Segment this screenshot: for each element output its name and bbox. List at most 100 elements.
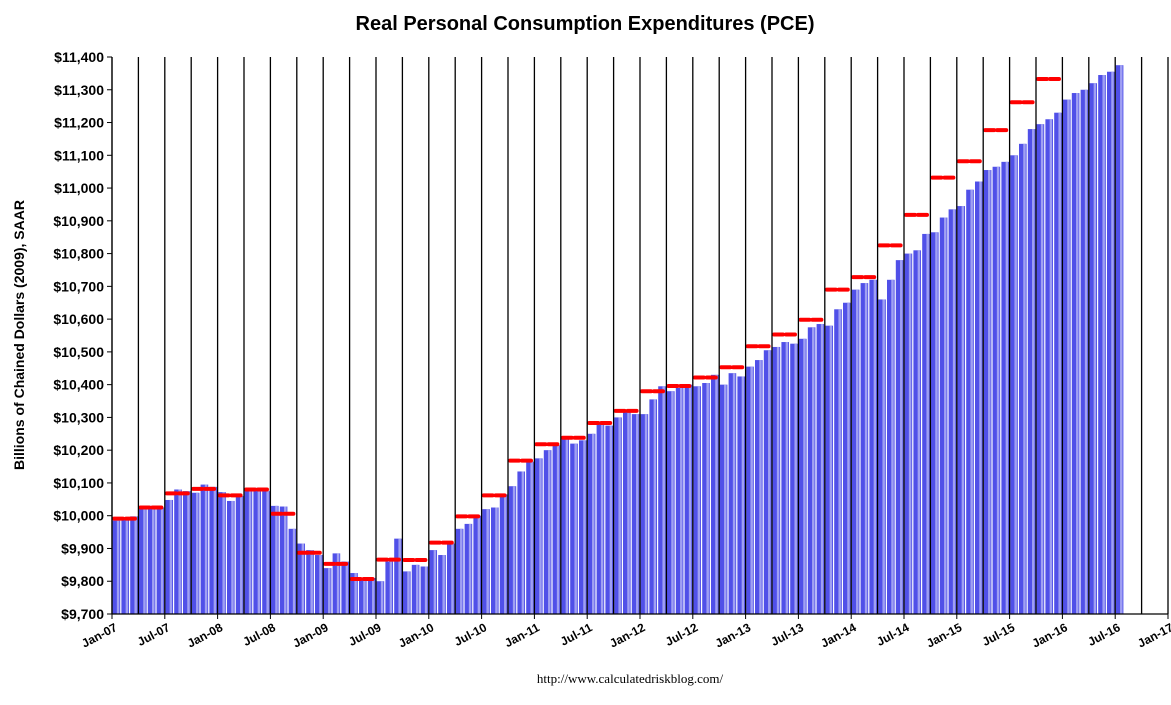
bar: [799, 338, 807, 614]
y-tick-label: $10,600: [53, 311, 104, 327]
bar: [667, 391, 675, 614]
bar-highlight: [213, 486, 217, 614]
bar: [675, 387, 684, 614]
y-tick-label: $11,300: [54, 82, 104, 98]
bar-highlight: [460, 528, 463, 614]
bar-highlight: [187, 491, 190, 614]
y-tick-label: $10,700: [53, 278, 104, 294]
bar: [526, 461, 534, 614]
bar: [860, 283, 869, 614]
bar: [473, 515, 481, 614]
bar: [693, 386, 701, 614]
bar-highlight: [407, 571, 410, 614]
bar: [147, 505, 156, 614]
bar: [737, 376, 745, 614]
bar: [262, 491, 270, 614]
bar: [139, 507, 147, 614]
bar: [869, 279, 877, 614]
bar: [1027, 129, 1036, 615]
bar-highlight: [310, 550, 313, 614]
bar-highlight: [732, 373, 736, 614]
bar: [878, 299, 886, 614]
bar-highlight: [838, 309, 841, 614]
bar-highlight: [988, 170, 991, 614]
bar-highlight: [1067, 99, 1070, 614]
bar-highlight: [231, 500, 234, 614]
bar-highlight: [970, 189, 973, 614]
y-axis-label: Billions of Chained Dollars (2009), SAAR: [11, 200, 27, 470]
bar-highlight: [116, 520, 120, 614]
bar-highlight: [319, 555, 322, 614]
bar-highlight: [820, 324, 824, 614]
bar-highlight: [468, 523, 472, 614]
bar: [1071, 93, 1080, 614]
bar-highlight: [627, 410, 630, 614]
bar-highlight: [908, 253, 912, 614]
bar-highlight: [618, 417, 621, 614]
bar-highlight: [671, 391, 674, 614]
bar-highlight: [160, 507, 164, 614]
bar: [447, 543, 455, 614]
bar: [579, 440, 587, 614]
bar: [1019, 143, 1027, 614]
bar: [631, 414, 640, 614]
bar: [367, 577, 376, 614]
bar: [1045, 119, 1053, 615]
bar: [1001, 161, 1009, 615]
bar-highlight: [882, 299, 885, 614]
bar: [271, 505, 279, 614]
bar: [966, 189, 974, 614]
bar-highlight: [583, 440, 586, 614]
bar-highlight: [935, 232, 938, 614]
bar-highlight: [891, 279, 894, 614]
bar: [931, 232, 939, 614]
bar: [491, 507, 499, 614]
bar-highlight: [715, 374, 718, 614]
bar: [772, 346, 781, 614]
bar: [517, 471, 525, 614]
y-tick-label: $9,800: [61, 573, 104, 589]
bar: [385, 561, 393, 614]
bar-highlight: [900, 260, 903, 614]
bar-highlight: [1032, 129, 1035, 615]
bar: [411, 564, 420, 614]
bar-highlight: [979, 181, 982, 614]
bar-highlight: [328, 568, 331, 614]
bar: [922, 233, 930, 614]
bar-highlight: [706, 383, 709, 614]
bar: [1115, 65, 1124, 615]
bar: [763, 350, 772, 614]
bar-highlight: [556, 445, 560, 614]
bar-highlight: [1084, 89, 1088, 614]
bar-highlight: [222, 492, 225, 614]
bar: [596, 423, 605, 614]
bar-highlight: [636, 414, 639, 614]
bar: [332, 553, 341, 614]
bar: [350, 573, 358, 614]
bar-highlight: [680, 387, 683, 614]
bar-highlight: [952, 209, 956, 614]
bar-highlight: [803, 338, 806, 614]
bar: [112, 520, 121, 614]
bar: [816, 324, 825, 614]
bar: [781, 342, 789, 614]
bar: [438, 555, 446, 614]
bar: [235, 496, 244, 614]
bar: [315, 555, 323, 614]
bar-highlight: [776, 346, 780, 614]
bar-highlight: [196, 492, 199, 614]
y-tick-label: $9,700: [61, 606, 104, 622]
bar: [913, 250, 921, 614]
bar-highlight: [266, 491, 269, 614]
bar-highlight: [653, 399, 657, 614]
bar: [218, 492, 226, 614]
bar-highlight: [284, 506, 287, 614]
bar: [658, 386, 666, 614]
bar-highlight: [926, 233, 929, 614]
bar: [623, 410, 631, 614]
bar: [482, 509, 490, 614]
y-tick-label: $10,400: [53, 377, 104, 393]
bar-highlight: [768, 350, 771, 614]
bar-highlight: [512, 486, 516, 614]
